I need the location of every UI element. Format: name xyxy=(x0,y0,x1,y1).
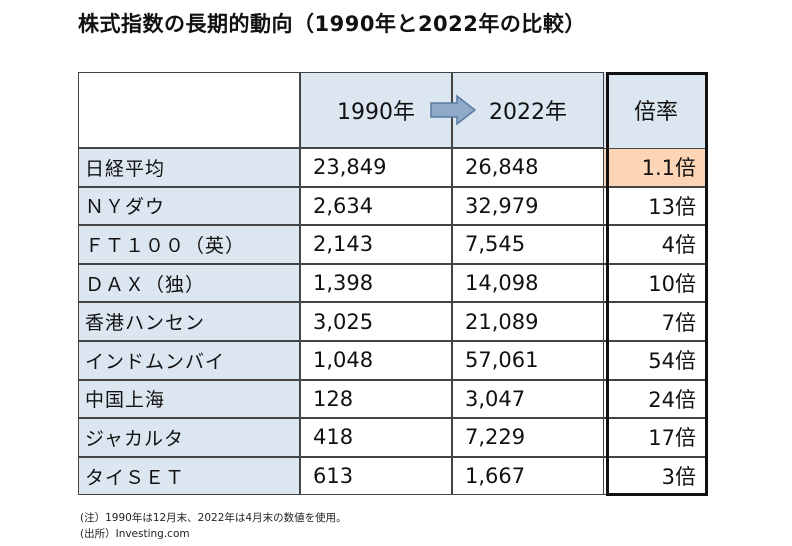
row-name: 日経平均 xyxy=(78,148,300,187)
row-name: 香港ハンセン xyxy=(78,302,300,341)
row-value-2022: 7,545 xyxy=(452,225,604,264)
row-ratio: 24倍 xyxy=(604,379,708,419)
row-ratio: 13倍 xyxy=(604,186,708,226)
row-name: ジャカルタ xyxy=(78,418,300,457)
row-name: 中国上海 xyxy=(78,379,300,419)
row-value-2022: 14,098 xyxy=(452,263,604,303)
row-ratio: 1.1倍 xyxy=(604,148,708,187)
row-value-1990: 3,025 xyxy=(300,302,452,341)
row-value-1990: 23,849 xyxy=(300,148,452,187)
row-value-2022: 3,047 xyxy=(452,379,604,419)
header-ratio: 倍率 xyxy=(604,72,708,148)
row-value-2022: 7,229 xyxy=(452,418,604,457)
row-name: タイＳＥＴ xyxy=(78,456,300,496)
row-ratio: 10倍 xyxy=(604,263,708,303)
row-value-1990: 418 xyxy=(300,418,452,457)
row-value-2022: 1,667 xyxy=(452,456,604,496)
header-1990: 1990年 xyxy=(300,72,452,148)
right-arrow-icon xyxy=(430,94,477,126)
row-value-2022: 57,061 xyxy=(452,341,604,380)
page-title: 株式指数の長期的動向（1990年と2022年の比較） xyxy=(78,12,586,36)
row-ratio: 3倍 xyxy=(604,456,708,496)
header-2022: 2022年 xyxy=(452,72,604,148)
footnote-note: (注）1990年は12月末、2022年は4月末の数値を使用。 xyxy=(80,512,347,524)
row-value-1990: 1,048 xyxy=(300,341,452,380)
row-ratio: 7倍 xyxy=(604,302,708,341)
row-name: ＮＹダウ xyxy=(78,186,300,226)
row-name: インドムンバイ xyxy=(78,341,300,380)
row-value-2022: 26,848 xyxy=(452,148,604,187)
row-ratio: 17倍 xyxy=(604,418,708,457)
row-ratio: 4倍 xyxy=(604,225,708,264)
row-value-1990: 2,143 xyxy=(300,225,452,264)
row-name: ＦＴ１００（英） xyxy=(78,225,300,264)
index-comparison-table: 1990年 2022年 倍率 日経平均 23,849 26,848 1.1倍 ＮＹダウ 2… xyxy=(78,72,708,496)
row-ratio: 54倍 xyxy=(604,341,708,380)
row-value-1990: 613 xyxy=(300,456,452,496)
row-name: ＤＡＸ（独） xyxy=(78,263,300,303)
row-value-2022: 21,089 xyxy=(452,302,604,341)
footnote-source: (出所）Investing.com xyxy=(80,528,190,540)
row-value-1990: 128 xyxy=(300,379,452,419)
row-value-1990: 2,634 xyxy=(300,186,452,226)
row-value-2022: 32,979 xyxy=(452,186,604,226)
row-value-1990: 1,398 xyxy=(300,263,452,303)
header-name-cell xyxy=(78,72,300,148)
